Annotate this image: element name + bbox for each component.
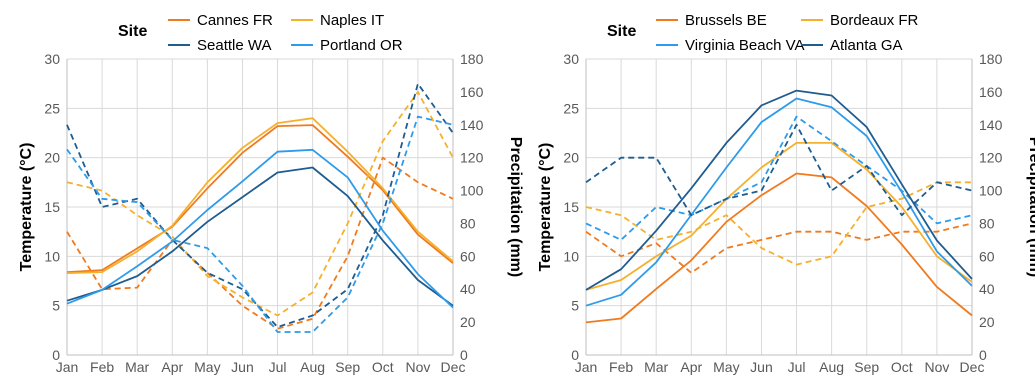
x-tick-label: Dec: [441, 359, 466, 375]
x-tick-label: Jun: [750, 359, 773, 375]
x-tick-label: Apr: [161, 359, 183, 375]
y-tick-label-left: 5: [571, 298, 579, 314]
x-tick-label: Oct: [372, 359, 394, 375]
series-line-temperature: [66, 166, 454, 307]
chart-panel-1: 0 5 10 15 20 25 30 0 20 40 60 80 100 120 140 160 180 Jan F…: [18, 12, 524, 375]
series-line-temperature: [585, 89, 973, 291]
y-tick-label-right: 20: [979, 314, 995, 330]
x-tick-label: May: [713, 359, 739, 375]
y-axis-title-right: Precipitation (mm): [507, 137, 524, 277]
legend-label: Brussels BE: [685, 12, 767, 29]
x-tick-label: Apr: [680, 359, 702, 375]
y-tick-label-left: 20: [44, 150, 60, 166]
y-tick-label-right: 60: [460, 248, 476, 264]
x-tick-label: Nov: [405, 359, 430, 375]
y-tick-label-right: 80: [460, 215, 476, 231]
y-tick-label-right: 100: [460, 183, 484, 199]
series-line-temperature: [585, 97, 973, 307]
legend-label: Bordeaux FR: [830, 12, 919, 29]
series-line-precipitation: [66, 115, 454, 333]
x-tick-label: Sep: [335, 359, 360, 375]
series-line-precipitation: [585, 222, 973, 274]
legend-label: Virginia Beach VA: [685, 37, 805, 54]
y-tick-label-left: 25: [44, 100, 60, 116]
y-tick-label-left: 0: [571, 347, 579, 363]
y-tick-label-right: 0: [979, 347, 987, 363]
x-tick-label: May: [194, 359, 220, 375]
y-tick-label-right: 100: [979, 183, 1003, 199]
x-tick-label: Jul: [788, 359, 806, 375]
series-line-temperature: [66, 124, 454, 273]
x-tick-label: Aug: [819, 359, 844, 375]
x-tick-label: Mar: [644, 359, 668, 375]
chart-panel-2: 0 5 10 15 20 25 30 0 20 40 60 80 100 120 140 160 180 Jan F…: [537, 12, 1035, 375]
y-tick-label-left: 10: [563, 248, 579, 264]
y-tick-label-right: 40: [460, 281, 476, 297]
y-tick-label-left: 30: [563, 51, 579, 67]
y-tick-label-right: 20: [460, 314, 476, 330]
x-tick-label: Mar: [125, 359, 149, 375]
x-tick-label: Sep: [854, 359, 879, 375]
series-line-temperature: [66, 148, 454, 309]
y-tick-label-right: 160: [979, 84, 1003, 100]
y-tick-label-left: 5: [52, 298, 60, 314]
series-line-precipitation: [585, 115, 973, 241]
y-tick-label-right: 140: [460, 117, 484, 133]
legend: Site Brussels BE Bordeaux FR Virginia Beach…: [607, 12, 919, 54]
x-tick-label: Jul: [269, 359, 287, 375]
legend-label: Naples IT: [320, 12, 384, 29]
x-tick-label: Feb: [609, 359, 633, 375]
legend: Site Cannes FR Naples IT Seattle WA Portland…: [118, 12, 403, 54]
y-tick-label-left: 25: [563, 100, 579, 116]
series-line-temperature: [66, 117, 454, 274]
y-tick-label-right: 140: [979, 117, 1003, 133]
x-tick-label: Dec: [960, 359, 985, 375]
x-tick-label: Aug: [300, 359, 325, 375]
y-tick-label-left: 15: [563, 199, 579, 215]
x-tick-label: Feb: [90, 359, 114, 375]
series-line-precipitation: [585, 123, 973, 217]
x-tick-label: Jan: [56, 359, 79, 375]
y-tick-label-right: 120: [979, 150, 1003, 166]
y-tick-label-right: 180: [460, 51, 484, 67]
legend-label: Portland OR: [320, 37, 403, 54]
y-tick-label-right: 120: [460, 150, 484, 166]
y-tick-label-right: 0: [460, 347, 468, 363]
y-axis-title-right: Precipitation (mm): [1026, 137, 1035, 277]
y-axis-title-left: Temperature (°C): [18, 143, 35, 272]
y-tick-label-left: 20: [563, 150, 579, 166]
legend-label: Atlanta GA: [830, 37, 903, 54]
y-tick-label-left: 10: [44, 248, 60, 264]
y-tick-label-right: 60: [979, 248, 995, 264]
x-tick-label: Jun: [231, 359, 254, 375]
legend-title: Site: [118, 23, 147, 40]
series-line-temperature: [585, 172, 973, 324]
y-axis-title-left: Temperature (°C): [537, 143, 554, 272]
series-line-precipitation: [66, 91, 454, 317]
y-tick-label-right: 180: [979, 51, 1003, 67]
x-tick-label: Jan: [575, 359, 598, 375]
y-tick-label-left: 15: [44, 199, 60, 215]
x-tick-label: Oct: [891, 359, 913, 375]
y-tick-label-left: 30: [44, 51, 60, 67]
y-tick-label-right: 40: [979, 281, 995, 297]
legend-label: Cannes FR: [197, 12, 273, 29]
y-tick-label-left: 0: [52, 347, 60, 363]
y-tick-label-right: 80: [979, 215, 995, 231]
y-tick-label-right: 160: [460, 84, 484, 100]
legend-label: Seattle WA: [197, 37, 271, 54]
legend-title: Site: [607, 23, 636, 40]
series-line-temperature: [585, 141, 973, 291]
x-tick-label: Nov: [924, 359, 949, 375]
